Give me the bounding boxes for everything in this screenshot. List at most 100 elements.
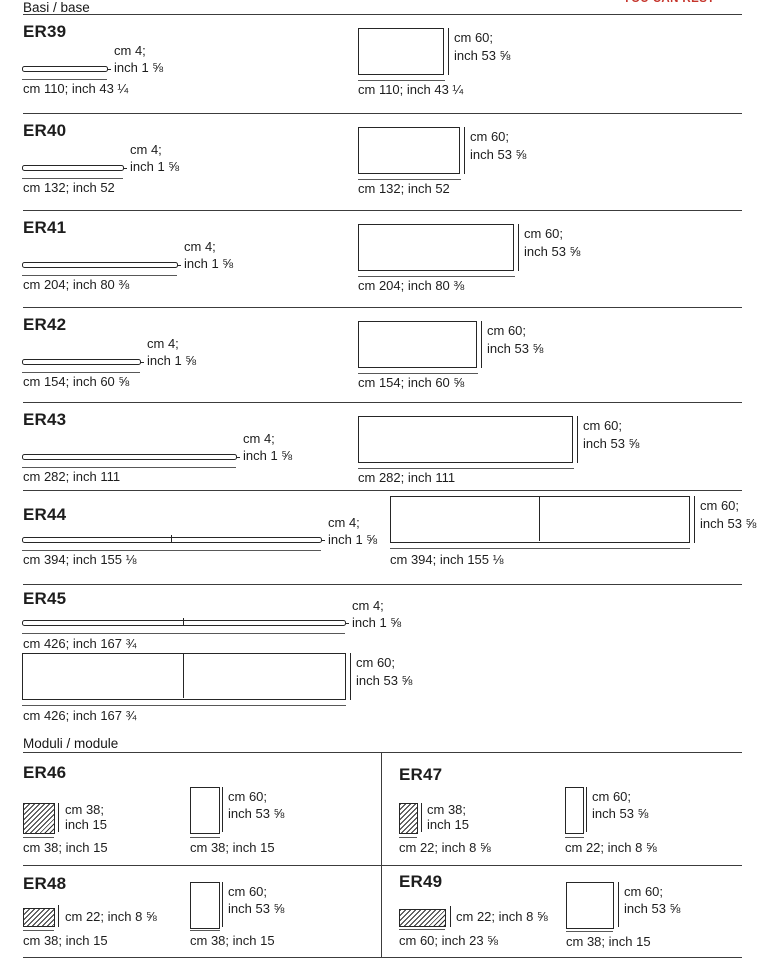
depth-inch: inch 53 ⅝: [228, 901, 285, 916]
seat-cm: cm 38;: [65, 802, 105, 817]
side-view-bar: [22, 620, 346, 626]
dimension-line: [22, 79, 107, 80]
depth-inch: inch 53 ⅝: [524, 244, 581, 259]
dimension-line: [23, 930, 54, 931]
depth-tick: [481, 321, 482, 368]
depth-tick: [577, 416, 578, 463]
depth-label: cm 60; inch 53 ⅝: [470, 128, 526, 164]
depth-label: cm 60; inch 53 ⅝: [624, 883, 680, 917]
thickness-cm: cm 4;: [114, 43, 146, 58]
thickness-inch: inch 1 ⅝: [130, 159, 180, 174]
width-label: cm 38; inch 15: [23, 840, 108, 855]
seat-inch: inch 15: [65, 817, 107, 832]
thickness-label: cm 4; inch 1 ⅝: [147, 335, 196, 369]
thickness-inch: inch 1 ⅝: [328, 532, 378, 547]
depth-label: cm 60; inch 53 ⅝: [228, 788, 284, 822]
depth-label: cm 60; inch 53 ⅝: [700, 497, 756, 533]
dimension-line: [399, 929, 445, 930]
side-view-bar: [22, 262, 178, 268]
width-label: cm 38; inch 15: [23, 933, 108, 948]
rule: [23, 957, 742, 958]
dimension-line: [22, 467, 236, 468]
height-tick: [58, 803, 59, 832]
bar-end-tick: [236, 457, 240, 458]
section-title-bases: Basi / base: [23, 0, 90, 15]
side-view-bar: [22, 537, 322, 543]
thickness-cm: cm 4;: [243, 431, 275, 446]
depth-label: cm 60; inch 53 ⅝: [454, 29, 510, 65]
rule: [23, 584, 742, 585]
side-view-bar: [22, 359, 141, 365]
bar-end-tick: [177, 265, 181, 266]
rule: [23, 113, 742, 114]
depth-tick: [222, 787, 223, 832]
bar-end-tick: [321, 540, 325, 541]
thickness-inch: inch 1 ⅝: [147, 353, 197, 368]
dimension-line: [566, 931, 613, 932]
width-label: cm 22; inch 8 ⅝: [565, 840, 657, 855]
length-label: cm 204; inch 80 ⅜: [358, 278, 465, 293]
depth-cm: cm 60;: [228, 884, 268, 899]
thickness-label: cm 4; inch 1 ⅝: [352, 597, 401, 631]
depth-label: cm 60; inch 53 ⅝: [487, 322, 543, 358]
dimension-line: [22, 275, 177, 276]
thickness-label: cm 4; inch 1 ⅝: [130, 141, 179, 175]
seat-hatch-figure: [399, 909, 446, 927]
side-view-bar: [22, 454, 237, 460]
depth-inch: inch 53 ⅝: [592, 806, 649, 821]
top-view-rect: [358, 224, 514, 271]
bar-end-tick: [123, 168, 127, 169]
length-label: cm 154; inch 60 ⅝: [358, 375, 465, 390]
product-code: ER49: [399, 872, 443, 891]
depth-inch: inch 53 ⅝: [487, 341, 544, 356]
dimension-line: [358, 468, 574, 469]
width-label: cm 22; inch 8 ⅝: [399, 840, 491, 855]
thickness-label: cm 4; inch 1 ⅝: [114, 42, 163, 76]
depth-inch: inch 53 ⅝: [356, 673, 413, 688]
width-label: cm 38; inch 15: [190, 840, 275, 855]
depth-tick: [694, 496, 695, 543]
depth-tick: [618, 882, 619, 927]
depth-inch: inch 53 ⅝: [454, 48, 511, 63]
product-code: ER40: [23, 121, 67, 140]
thickness-inch: inch 1 ⅝: [114, 60, 164, 75]
module-top-view-rect: [190, 882, 220, 929]
product-code: ER42: [23, 315, 67, 334]
product-code: ER45: [23, 589, 67, 608]
thickness-label: cm 4; inch 1 ⅝: [184, 238, 233, 272]
depth-cm: cm 60;: [487, 323, 527, 338]
top-view-rect: [390, 496, 690, 543]
depth-tick: [448, 28, 449, 75]
depth-cm: cm 60;: [356, 655, 396, 670]
rule: [23, 490, 742, 491]
seat-size-label: cm 22; inch 8 ⅝: [456, 909, 548, 924]
dimension-line: [22, 372, 140, 373]
depth-inch: inch 53 ⅝: [700, 516, 757, 531]
section-title-modules: Moduli / module: [23, 736, 119, 751]
thickness-cm: cm 4;: [130, 142, 162, 157]
module-divider-line: [539, 496, 540, 541]
product-code: ER41: [23, 218, 67, 237]
length-label: cm 132; inch 52: [23, 180, 115, 195]
seat-size-label: cm 38; inch 15: [427, 802, 469, 832]
dimension-line: [22, 178, 123, 179]
dimension-line: [399, 837, 417, 838]
dimension-line: [190, 930, 220, 931]
depth-tick: [350, 653, 351, 700]
dimension-line: [358, 373, 478, 374]
dimension-line: [22, 633, 345, 634]
product-code: ER39: [23, 22, 67, 41]
depth-cm: cm 60;: [583, 418, 623, 433]
dimension-line: [23, 837, 54, 838]
bar-end-tick: [345, 623, 349, 624]
length-label: cm 204; inch 80 ⅜: [23, 277, 130, 292]
width-label: cm 60; inch 23 ⅝: [399, 933, 498, 948]
thickness-inch: inch 1 ⅝: [352, 615, 402, 630]
depth-label: cm 60; inch 53 ⅝: [583, 417, 639, 453]
depth-cm: cm 60;: [454, 30, 494, 45]
seat-hatch-figure: [23, 908, 55, 927]
depth-cm: cm 60;: [524, 226, 564, 241]
brand-tagline: YOU CAN REST: [623, 0, 715, 5]
bar-joint-tick: [171, 535, 172, 543]
